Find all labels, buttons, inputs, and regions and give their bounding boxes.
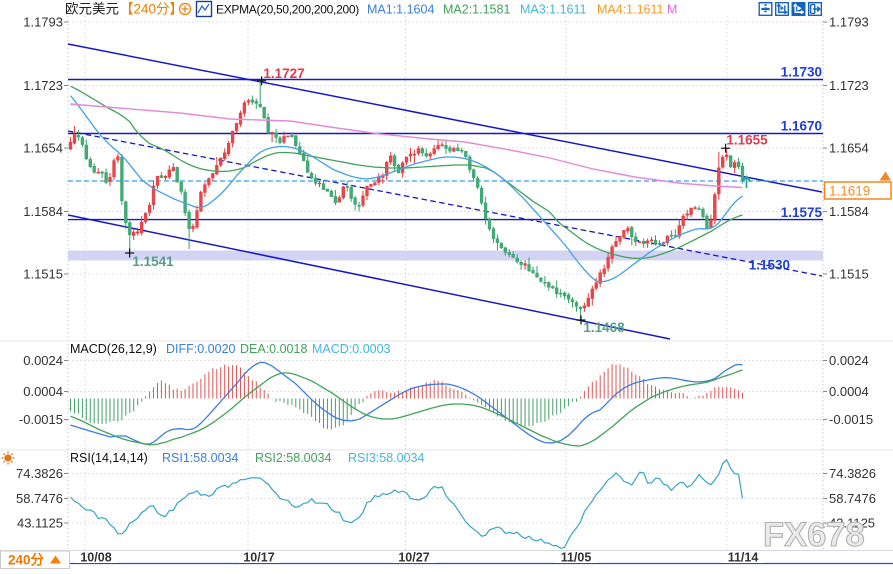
svg-text:1.1654: 1.1654 xyxy=(829,141,869,156)
svg-text:58.7476: 58.7476 xyxy=(16,491,63,506)
svg-text:RSI1:58.0034: RSI1:58.0034 xyxy=(162,451,238,465)
svg-text:58.7476: 58.7476 xyxy=(829,491,876,506)
svg-text:43.1125: 43.1125 xyxy=(829,516,875,531)
svg-text:RSI2:58.0034: RSI2:58.0034 xyxy=(255,451,331,465)
svg-text:-0.0015: -0.0015 xyxy=(19,412,63,427)
svg-text:MA1:1.1604: MA1:1.1604 xyxy=(367,3,434,17)
svg-text:MA4:1.1611: MA4:1.1611 xyxy=(597,3,664,17)
svg-text:1.1793: 1.1793 xyxy=(23,15,63,30)
svg-text:RSI3:58.0034: RSI3:58.0034 xyxy=(348,451,424,465)
svg-text:1.1575: 1.1575 xyxy=(781,205,823,220)
svg-text:M: M xyxy=(667,3,677,17)
svg-text:0.0024: 0.0024 xyxy=(829,353,869,368)
svg-text:10/08: 10/08 xyxy=(80,551,111,565)
svg-text:RSI(14,14,14): RSI(14,14,14) xyxy=(70,451,148,465)
svg-text:MACD(26,12,9): MACD(26,12,9) xyxy=(70,342,157,356)
svg-text:MA2:1.1581: MA2:1.1581 xyxy=(443,3,510,17)
svg-text:240分: 240分 xyxy=(8,553,45,568)
svg-text:1.1655: 1.1655 xyxy=(726,133,768,148)
svg-text:74.3826: 74.3826 xyxy=(829,466,876,481)
svg-text:74.3826: 74.3826 xyxy=(16,466,63,481)
svg-text:0.0004: 0.0004 xyxy=(829,384,869,399)
svg-text:DIFF:0.0020: DIFF:0.0020 xyxy=(166,342,236,356)
svg-text:1.1515: 1.1515 xyxy=(829,267,869,282)
svg-text:MA3:1.1611: MA3:1.1611 xyxy=(520,3,587,17)
svg-text:1.1723: 1.1723 xyxy=(23,78,63,93)
svg-text:11/05: 11/05 xyxy=(561,551,592,565)
svg-text:1.1530: 1.1530 xyxy=(749,258,790,273)
svg-text:【240分】: 【240分】 xyxy=(120,2,183,17)
svg-text:-0.0015: -0.0015 xyxy=(829,412,873,427)
svg-text:1.1670: 1.1670 xyxy=(781,119,822,134)
svg-text:1.1541: 1.1541 xyxy=(132,254,174,269)
svg-text:1.1619: 1.1619 xyxy=(829,184,870,199)
svg-text:0.0004: 0.0004 xyxy=(23,384,63,399)
svg-text:1.1730: 1.1730 xyxy=(781,65,822,80)
svg-text:FX678: FX678 xyxy=(763,516,865,554)
svg-text:11/14: 11/14 xyxy=(728,551,759,565)
svg-text:0.0024: 0.0024 xyxy=(23,353,63,368)
svg-text:10/17: 10/17 xyxy=(243,551,274,565)
svg-text:EXPMA(20,50,200,200,200): EXPMA(20,50,200,200,200) xyxy=(216,3,359,17)
svg-text:1.1468: 1.1468 xyxy=(583,320,625,335)
svg-text:43.1125: 43.1125 xyxy=(17,516,63,531)
svg-text:1.1793: 1.1793 xyxy=(829,15,869,30)
svg-text:1.1584: 1.1584 xyxy=(23,204,63,219)
svg-text:1.1727: 1.1727 xyxy=(263,66,304,81)
svg-text:1.1723: 1.1723 xyxy=(829,78,869,93)
svg-text:DEA:0.0018: DEA:0.0018 xyxy=(240,342,307,356)
svg-text:欧元美元: 欧元美元 xyxy=(65,2,119,17)
svg-text:10/27: 10/27 xyxy=(398,551,429,565)
svg-text:1.1584: 1.1584 xyxy=(829,204,869,219)
svg-text:1.1654: 1.1654 xyxy=(23,141,63,156)
svg-text:1.1515: 1.1515 xyxy=(23,267,63,282)
svg-text:MACD:0.0003: MACD:0.0003 xyxy=(312,342,391,356)
